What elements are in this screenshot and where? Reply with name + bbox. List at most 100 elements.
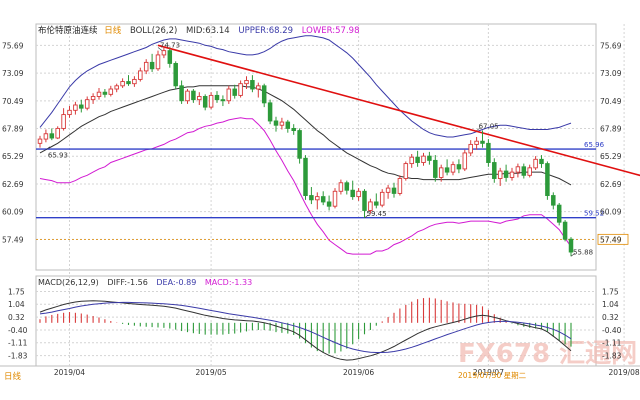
candle-body — [551, 195, 556, 206]
price-tick-label-right: 57.49 — [600, 235, 622, 244]
candle — [220, 95, 226, 107]
price-tick-label-left: 60.09 — [2, 208, 24, 217]
annotation-label: 65.93 — [48, 152, 68, 160]
corner-period-label: 日线 — [4, 371, 22, 382]
candle — [551, 192, 556, 210]
candle — [279, 117, 285, 130]
candle — [403, 161, 409, 181]
candle-body — [114, 85, 119, 90]
footer-status: 2019/07/30 星期二 — [458, 371, 527, 380]
macd-tick-label-left: -0.40 — [8, 326, 28, 335]
price-tick-label-left: 70.49 — [2, 97, 24, 106]
candle — [273, 116, 279, 132]
candle-body — [226, 88, 232, 102]
annotation-label: 59.45 — [367, 210, 387, 218]
annotation-pointer — [45, 146, 51, 150]
candle — [84, 96, 90, 111]
candle — [267, 99, 273, 125]
candle-body — [562, 221, 568, 240]
candle — [509, 167, 515, 181]
candle-body — [503, 170, 509, 178]
annotation-pointer — [364, 214, 369, 219]
candle — [444, 159, 450, 176]
candle — [108, 85, 114, 97]
candle — [480, 130, 485, 148]
candle — [90, 93, 96, 104]
macd-tick-label-right: -0.40 — [602, 326, 622, 335]
candle-body — [256, 85, 261, 90]
price-tick-label-right: 73.09 — [600, 69, 622, 78]
candle-body — [261, 85, 267, 104]
candle — [61, 108, 66, 131]
candle — [232, 84, 237, 99]
price-tick-label-right: 75.69 — [600, 41, 622, 50]
candle — [73, 101, 78, 115]
annotation-pointer — [476, 127, 481, 131]
candle-body — [173, 62, 178, 87]
macd-tick-label-left: 0.32 — [8, 313, 25, 322]
candle — [138, 67, 143, 82]
x-tick-label: 2019/08 — [609, 368, 640, 377]
candle-body — [67, 109, 72, 116]
candle-body — [191, 90, 196, 101]
level-label: 59.52 — [584, 210, 604, 218]
candle-body — [73, 104, 78, 111]
candle — [474, 136, 479, 150]
candle-body — [326, 201, 332, 207]
price-tick-label-right: 67.89 — [600, 125, 622, 134]
macd-label: MACD(26,12,9) — [38, 278, 99, 287]
candle-body — [568, 238, 574, 253]
candle-body — [409, 156, 414, 165]
candle-body — [385, 187, 391, 193]
price-tick-label-left: 57.49 — [2, 235, 24, 244]
candle — [326, 195, 332, 211]
candle-body — [161, 50, 167, 56]
candle — [37, 135, 43, 148]
annotation-label: 74.73 — [160, 41, 180, 49]
macd-macd-value: MACD:-1.33 — [205, 278, 252, 287]
header-boll-label: BOLL(26,2) — [130, 26, 177, 36]
candle — [297, 128, 302, 164]
x-tick-label: 2019/07 — [473, 368, 504, 377]
trendline — [157, 44, 640, 177]
candle-body — [108, 88, 114, 95]
candle-body — [421, 155, 426, 163]
reference-price-box — [597, 233, 629, 245]
candle-body — [468, 143, 473, 154]
candle — [409, 154, 414, 168]
x-axis-labels: 2019/04 2019/05 2019/06 2019/07 2019/08 — [54, 368, 640, 377]
candle-body — [220, 99, 226, 102]
price-tick-label-right: 70.49 — [600, 97, 622, 106]
candle-body — [185, 90, 190, 102]
candle-body — [179, 85, 184, 102]
candle — [362, 189, 367, 218]
candle-body — [61, 114, 66, 129]
boll-bands — [39, 35, 572, 255]
candle — [562, 220, 568, 242]
candle — [49, 128, 55, 141]
annotation-pointer — [157, 47, 163, 51]
candle-body — [332, 190, 338, 207]
candle-body — [374, 201, 379, 206]
candle-body — [391, 187, 397, 194]
candle — [427, 151, 432, 165]
boll-upper-line — [39, 35, 572, 138]
candle — [320, 191, 326, 206]
candle — [79, 99, 84, 113]
macd-tick-label-left: 1.75 — [8, 287, 25, 296]
candle-body — [438, 167, 444, 178]
macd-tick-label-left: 1.04 — [8, 300, 25, 309]
candle — [315, 192, 320, 210]
candle-body — [309, 195, 314, 201]
x-tick-label: 2019/06 — [343, 368, 374, 377]
candle-body — [533, 158, 538, 169]
candle-body — [344, 182, 350, 191]
candle — [55, 126, 60, 140]
candle — [185, 89, 190, 104]
price-tick-label-right: 65.29 — [600, 152, 622, 161]
candle — [456, 159, 462, 174]
candle-body — [55, 127, 60, 139]
price-annotations: 74.73 65.93 59.45 67.05 55.88 — [45, 41, 593, 257]
candle — [515, 163, 521, 178]
candle — [568, 237, 574, 257]
